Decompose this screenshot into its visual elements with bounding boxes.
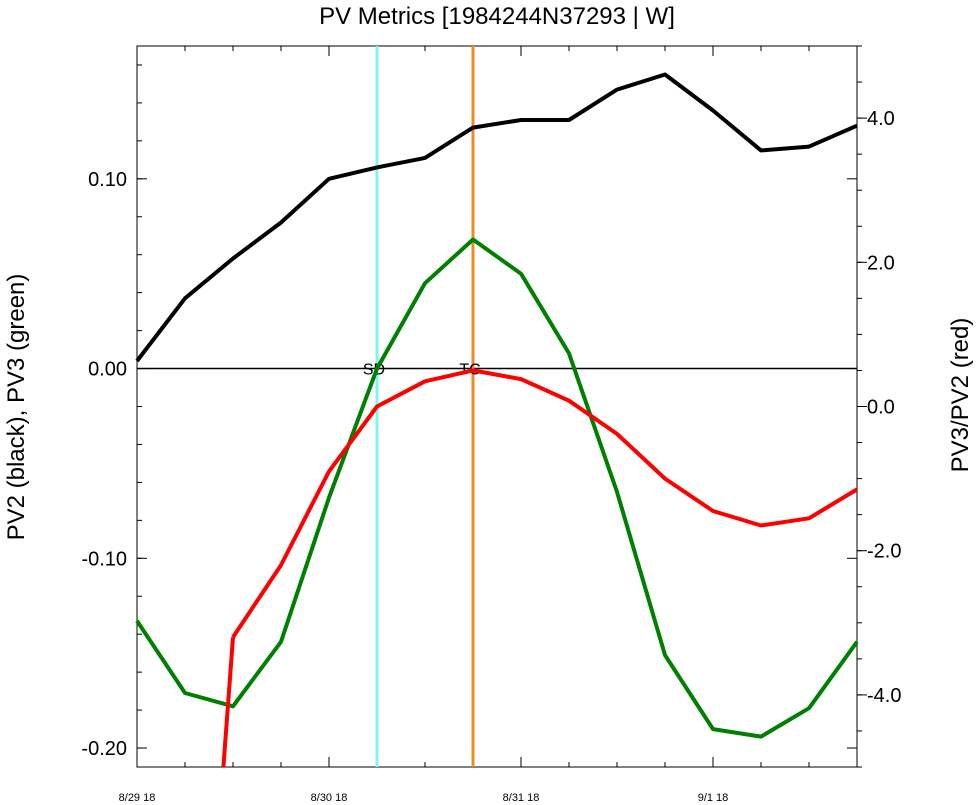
right-tick-label: 0.0 [867, 397, 895, 419]
right-axis-label: PV3/PV2 (red) [947, 318, 974, 473]
left-tick-label: 0.10 [88, 169, 127, 191]
left-tick-label: -0.20 [81, 738, 127, 760]
x-tick-label: 8/29 18 [119, 792, 156, 804]
right-tick-label: -2.0 [867, 541, 901, 563]
right-tick-label: 2.0 [867, 252, 895, 274]
plot-area: -0.20 -0.10 0.00 0.10 -4.0 -2.0 0.0 2.0 4.0 8/29 … [81, 45, 901, 804]
plot-frame [136, 45, 858, 768]
chart-title: PV Metrics [1984244N37293 | W] [319, 3, 675, 30]
x-tick-label: 8/30 18 [311, 792, 348, 804]
right-tick-label: -4.0 [867, 685, 901, 707]
series-line-2-entry [221, 637, 235, 768]
series-line-2 [231, 368, 859, 639]
left-axis-label: PV2 (black), PV3 (green) [3, 274, 30, 541]
left-tick-label: 0.00 [88, 359, 127, 381]
x-tick-label: 9/1 18 [698, 792, 729, 804]
series-line-0 [135, 72, 858, 363]
left-tick-label: -0.10 [81, 548, 127, 570]
right-tick-label: 4.0 [867, 108, 895, 130]
series-line-1 [135, 237, 859, 739]
x-tick-label: 8/31 18 [503, 792, 540, 804]
